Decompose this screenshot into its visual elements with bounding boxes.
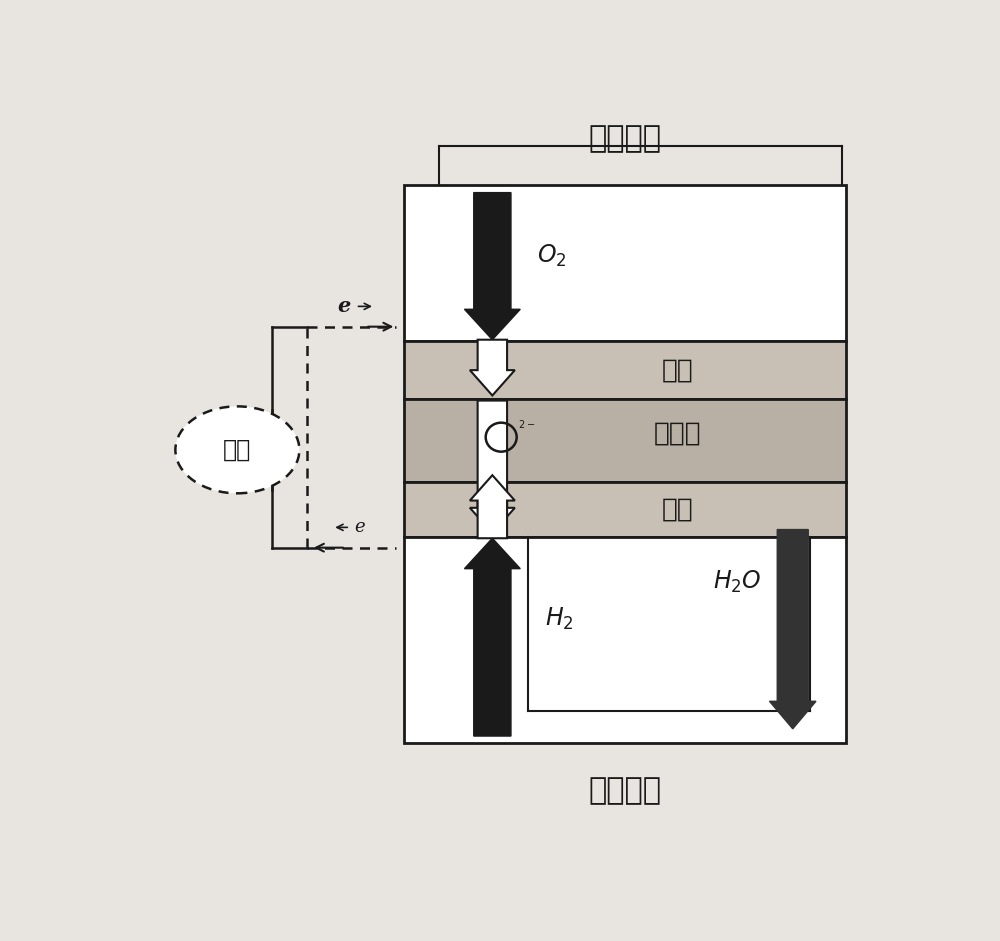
Text: $^{2-}$: $^{2-}$: [518, 420, 536, 433]
Polygon shape: [470, 340, 515, 395]
Text: 电解质: 电解质: [654, 421, 702, 447]
Text: e: e: [337, 296, 351, 316]
Bar: [404, 342, 846, 399]
Text: 负载: 负载: [223, 438, 252, 462]
Text: 阳极: 阳极: [662, 497, 694, 522]
Text: e: e: [354, 518, 365, 536]
Polygon shape: [464, 193, 520, 340]
Text: $H_2O$: $H_2O$: [713, 569, 762, 596]
Text: 阴极: 阴极: [662, 358, 694, 383]
Polygon shape: [769, 530, 816, 728]
Bar: [404, 536, 846, 743]
Polygon shape: [464, 538, 520, 736]
Text: 空气入口: 空气入口: [588, 124, 661, 152]
Bar: [404, 185, 846, 342]
Text: 燃料入口: 燃料入口: [588, 776, 661, 805]
Polygon shape: [470, 475, 515, 538]
Text: $O_2$: $O_2$: [537, 243, 566, 268]
Bar: [404, 483, 846, 536]
Ellipse shape: [175, 407, 299, 493]
Polygon shape: [470, 401, 515, 534]
Text: $H_2$: $H_2$: [545, 606, 574, 632]
Bar: [404, 399, 846, 483]
